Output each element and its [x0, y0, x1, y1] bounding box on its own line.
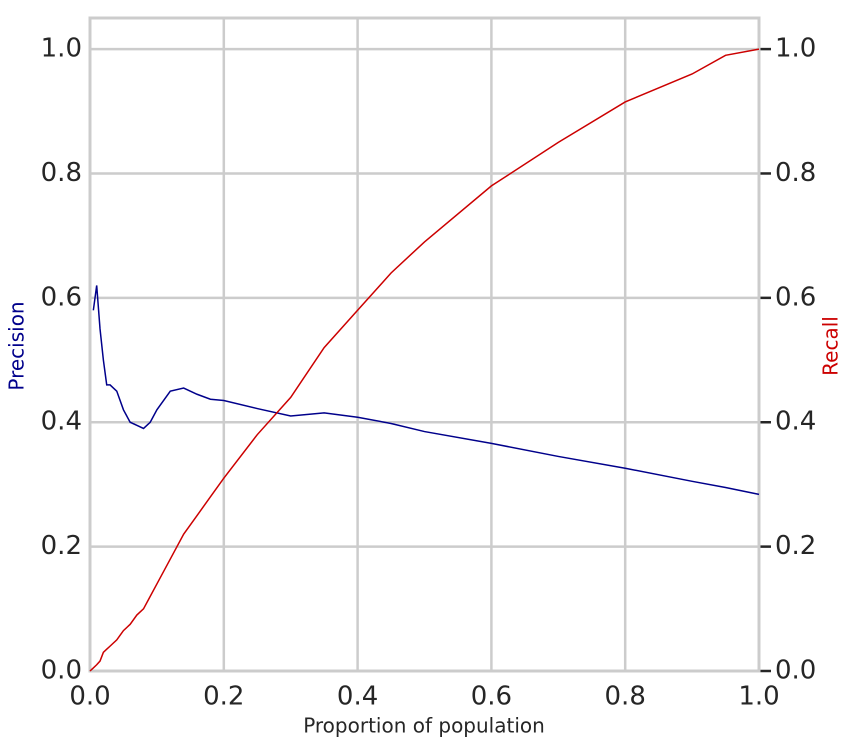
x-tick-label: 0.8 [605, 682, 646, 712]
x-tick-label: 0.6 [471, 682, 512, 712]
y-tick-label: 1.0 [41, 34, 82, 64]
y-tick-label: 0.8 [41, 158, 82, 188]
y2-tick-label: 0.8 [775, 158, 816, 188]
data-line [92, 285, 760, 496]
x-tick-label: 1.0 [738, 682, 779, 712]
data-line [89, 48, 760, 672]
plot-frame [88, 16, 761, 673]
y2-tick-label: 0.6 [775, 282, 816, 312]
y2-tick-label: 0.2 [775, 531, 816, 561]
y2-tick-label: 1.0 [775, 34, 816, 64]
y2-tick-label: 0.4 [775, 407, 816, 437]
y-axis-label: Precision [5, 301, 29, 390]
y2-axis-label: Recall [819, 316, 843, 376]
x-tick-label: 0.0 [69, 682, 110, 712]
y-tick-label: 0.2 [41, 531, 82, 561]
y2-tick-label: 0.0 [775, 656, 816, 686]
x-tick-label: 0.4 [337, 682, 378, 712]
y-tick-label: 0.4 [41, 407, 82, 437]
x-tick-label: 0.2 [203, 682, 244, 712]
y-tick-label: 0.0 [41, 656, 82, 686]
x-axis-label: Proportion of population [303, 714, 545, 738]
y-tick-label: 0.6 [41, 282, 82, 312]
